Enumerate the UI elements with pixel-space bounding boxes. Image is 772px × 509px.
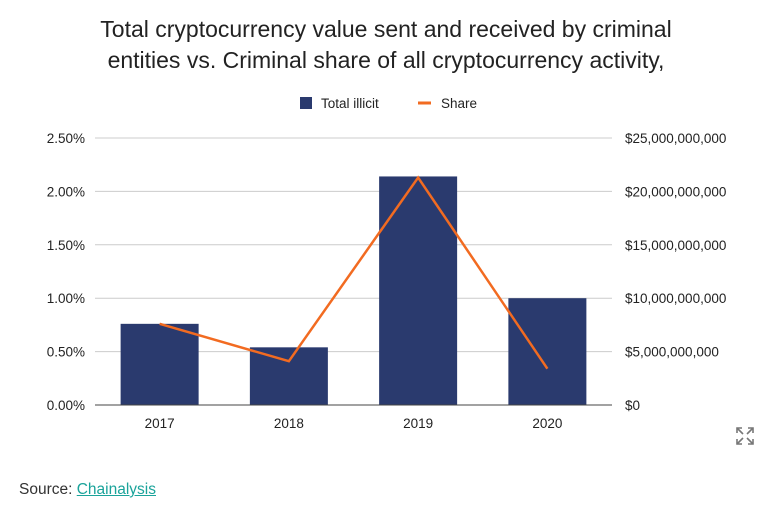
y-right-tick-label: $25,000,000,000 [625, 131, 726, 146]
bar [508, 298, 587, 405]
y-left-tick-label: 0.50% [47, 345, 85, 360]
y-right-tick-label: $0 [625, 398, 640, 413]
source-credit: Source: Chainalysis [19, 481, 156, 499]
bar [120, 323, 199, 405]
y-left-tick-label: 2.50% [47, 131, 85, 146]
y-left-tick-label: 2.00% [47, 184, 85, 199]
x-tick-label: 2018 [274, 416, 304, 431]
legend-label: Total illicit [321, 96, 379, 111]
y-right-tick-label: $5,000,000,000 [625, 345, 719, 360]
source-link[interactable]: Chainalysis [76, 481, 156, 498]
expand-icon-glyph [736, 427, 754, 445]
x-tick-label: 2019 [403, 416, 433, 431]
chart-title-line-1: Total cryptocurrency value sent and rece… [100, 16, 672, 42]
bar [249, 347, 328, 405]
source-label: Source: [19, 481, 77, 498]
legend-swatch-bar [300, 97, 312, 109]
y-left-tick-label: 1.00% [47, 291, 85, 306]
y-right-tick-label: $15,000,000,000 [625, 238, 726, 253]
x-tick-label: 2020 [532, 416, 562, 431]
y-right-tick-label: $10,000,000,000 [625, 291, 726, 306]
x-tick-label: 2017 [145, 416, 175, 431]
series-line-share [159, 175, 549, 370]
y-left-tick-label: 1.50% [47, 238, 85, 253]
legend-label: Share [441, 96, 477, 111]
y-left-tick-label: 0.00% [47, 398, 85, 413]
y-right-tick-label: $20,000,000,000 [625, 184, 726, 199]
bar [379, 176, 458, 405]
chart-title: Total cryptocurrency value sent and rece… [0, 14, 772, 76]
expand-icon[interactable] [735, 426, 755, 446]
chart-title-line-2: entities vs. Criminal share of all crypt… [107, 47, 665, 73]
chart-plot: 0.00% $0 0.50% $5,000,000,000 1.00% $10,000,0… [47, 96, 727, 431]
chart-container: Total cryptocurrency value sent and rece… [0, 14, 772, 431]
